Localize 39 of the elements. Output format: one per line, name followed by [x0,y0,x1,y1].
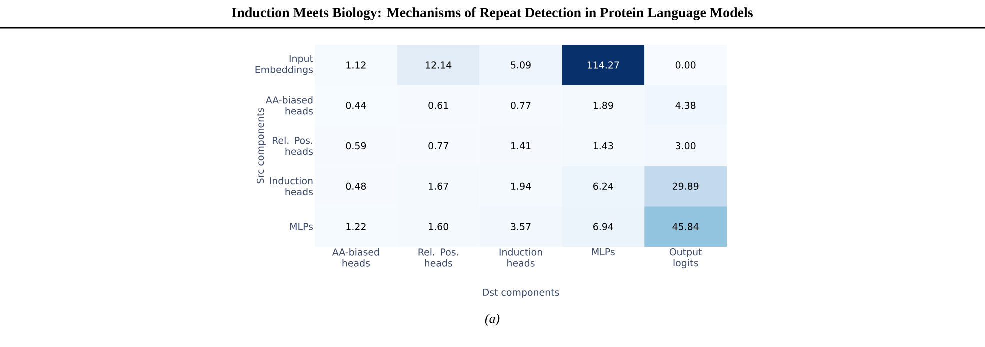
data-label: 1.89 [594,102,614,110]
y-tick-label: MLPs [290,223,314,230]
y-tick-label: Input Embeddings [256,55,314,76]
data-label: 1.60 [429,223,449,230]
data-label: 0.77 [428,142,448,150]
data-label: 0.44 [346,102,366,110]
data-label: 0.00 [676,62,696,69]
data-label: 1.41 [512,142,531,150]
y-tick-label: Induction heads [270,177,314,196]
data-label: 1.94 [512,182,532,190]
data-label: 5.09 [511,62,531,69]
data-label: 1.22 [346,223,366,230]
text: (a) [485,314,500,326]
data-label: 12.14 [426,62,452,69]
data-label: 1.67 [429,182,448,190]
data-label: 1.12 [346,62,366,69]
data-label: 0.48 [346,182,366,190]
y-axis-title: Src components [256,108,266,184]
data-label: 4.38 [676,102,696,110]
x-tick-label: AA-biased heads [332,248,380,267]
x-tick-label: Output logits [670,248,702,268]
data-label: 3.00 [676,142,696,150]
data-label: 6.94 [594,223,614,230]
data-label: 45.84 [672,223,699,230]
data-label: 6.24 [594,182,614,190]
data-label: 3.57 [511,223,531,230]
x-axis-title: Dst components [483,289,560,298]
y-tick-label: AA-biased heads [266,96,314,115]
data-label: 0.61 [428,102,448,110]
x-tick-label: Rel. Pos. heads [418,248,458,267]
y-tick-label: Rel. Pos. heads [272,136,314,156]
data-label: 0.59 [346,142,366,150]
data-label: 0.77 [511,102,531,110]
x-tick-label: Induction heads [500,248,542,267]
data-label: 1.43 [594,142,614,150]
data-label: 114.27 [588,62,620,69]
chart-title: Induction Meets Biology: Mechanisms of Repeat Detection in Protein Language Models [232,8,753,20]
data-label: 29.89 [672,182,699,190]
x-tick-label: MLPs [592,248,615,256]
